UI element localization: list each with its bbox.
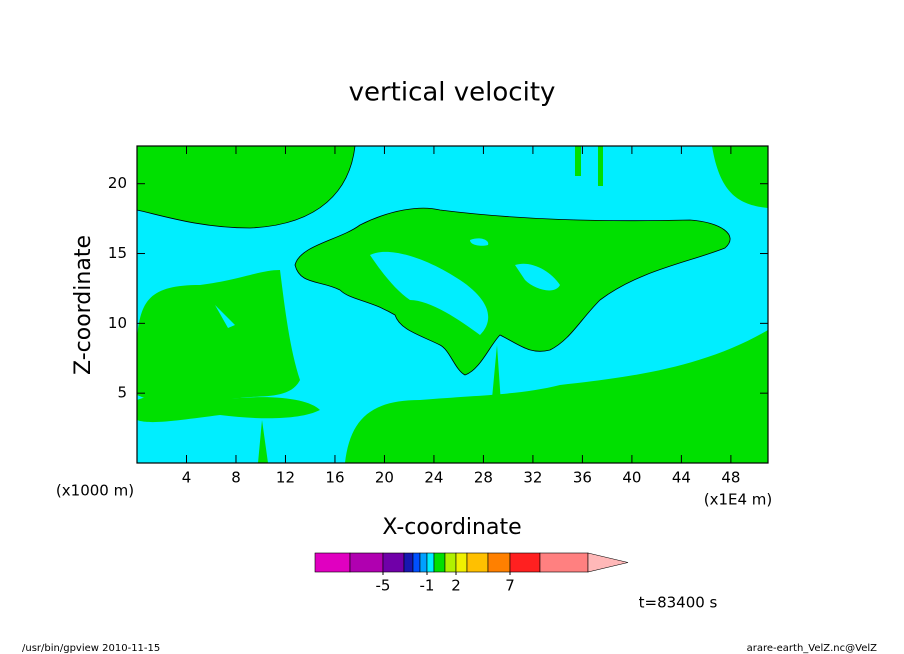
colorbar-box xyxy=(509,552,541,573)
colorbar-box xyxy=(444,552,457,573)
colorbar-tick-label: 2 xyxy=(451,577,461,595)
colorbar-box xyxy=(382,552,405,573)
y-tick-label: 5 xyxy=(117,384,127,402)
x-axis-title: X-coordinate xyxy=(382,515,521,540)
y-tick-label: 20 xyxy=(108,174,127,192)
colorbar-tick-label: 7 xyxy=(505,577,515,595)
colorbar-box xyxy=(426,552,435,573)
colorbar-tick-label: -5 xyxy=(376,577,391,595)
colorbar-extension xyxy=(587,552,629,573)
y-unit: (x1000 m) xyxy=(56,482,134,500)
x-tick-label: 24 xyxy=(424,469,443,487)
colorbar-box xyxy=(419,552,428,573)
colorbar-box xyxy=(455,552,468,573)
colorbar-box xyxy=(412,552,421,573)
x-tick-label: 16 xyxy=(325,469,344,487)
plot-frame xyxy=(136,145,769,464)
x-tick-label: 32 xyxy=(523,469,542,487)
contour-holes xyxy=(215,238,560,335)
colorbar-box xyxy=(314,552,351,573)
colorbar-box xyxy=(466,552,489,573)
x-tick-label: 4 xyxy=(182,469,192,487)
footer-right: arare-earth_VelZ.nc@VelZ xyxy=(747,643,878,654)
y-tick-label: 15 xyxy=(108,244,127,262)
x-tick-label: 36 xyxy=(573,469,592,487)
x-unit: (x1E4 m) xyxy=(704,491,773,509)
x-tick-label: 8 xyxy=(231,469,241,487)
y-tick-label: 10 xyxy=(108,314,127,332)
x-tick-label: 20 xyxy=(375,469,394,487)
x-tick-label: 48 xyxy=(721,469,740,487)
x-tick-label: 28 xyxy=(474,469,493,487)
chart-title: vertical velocity xyxy=(349,78,556,108)
y-axis-title: Z-coordinate xyxy=(71,235,96,375)
x-tick-label: 44 xyxy=(672,469,691,487)
colorbar-box xyxy=(433,552,446,573)
colorbar-box xyxy=(539,552,589,573)
contour-line xyxy=(136,145,731,376)
colorbar-box xyxy=(403,552,414,573)
time-annotation: t=83400 s xyxy=(639,594,718,612)
x-tick-label: 12 xyxy=(276,469,295,487)
contour-regions xyxy=(137,146,768,463)
plot-area xyxy=(136,145,769,464)
colorbar-box xyxy=(349,552,384,573)
footer-left: /usr/bin/gpview 2010-11-15 xyxy=(22,643,160,654)
colorbar-box xyxy=(487,552,511,573)
colorbar-tick-label: -1 xyxy=(420,577,435,595)
x-tick-label: 40 xyxy=(622,469,641,487)
